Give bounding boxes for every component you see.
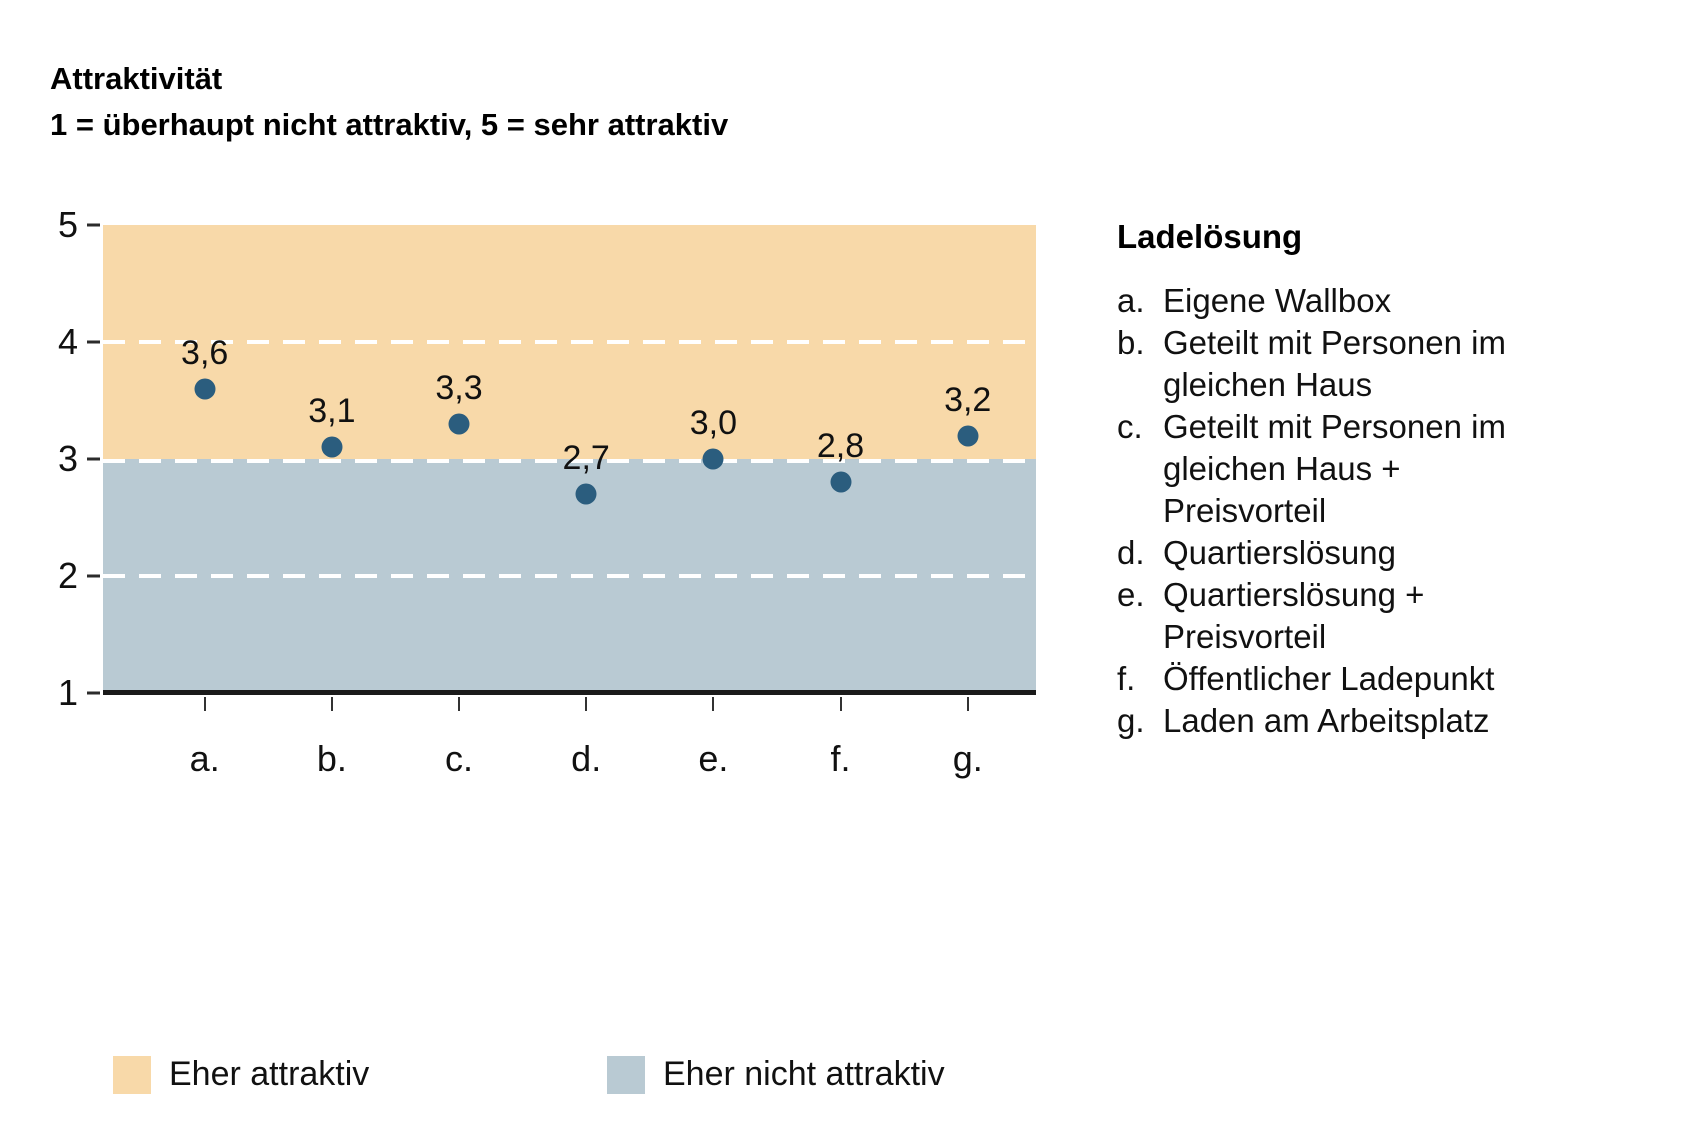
list-item-marker: b. (1117, 324, 1145, 361)
y-tick-mark-4 (87, 340, 100, 344)
list-item-text: Geteilt mit Personen im gleichen Haus (1163, 324, 1506, 403)
x-tick-mark-c (458, 697, 461, 711)
x-tick-mark-b (330, 697, 333, 711)
list-item-a: a. Eigene Wallbox (1117, 280, 1677, 322)
legend-label-1: Eher attraktiv (169, 1055, 370, 1093)
chart-title: Attraktivität (50, 61, 223, 96)
list-item-text: Laden am Arbeitsplatz (1163, 702, 1490, 739)
list-item-marker: g. (1117, 702, 1145, 739)
x-tick-mark-g (966, 697, 969, 711)
list-item-d: d. Quartierslösung (1117, 532, 1677, 574)
y-tick-label-1: 1 (57, 672, 78, 713)
data-point-a (194, 378, 216, 400)
list-item-marker: a. (1117, 282, 1145, 319)
x-tick-label-g: g. (952, 738, 983, 779)
x-tick-mark-e (712, 697, 715, 711)
x-tick-mark-d (585, 697, 588, 711)
data-point-f (830, 471, 852, 493)
side-list-items: a. Eigene Wallbox b. Geteilt mit Personen i… (1117, 280, 1677, 742)
legend-entry-2: Eher nicht attraktiv (607, 1055, 945, 1094)
legend-label-2: Eher nicht attraktiv (663, 1055, 945, 1093)
gridline-3 (103, 459, 1036, 463)
data-point-label-c: 3,3 (435, 368, 483, 407)
x-tick-mark-a (203, 697, 206, 711)
data-point-label-a: 3,6 (181, 333, 229, 372)
list-item-marker: f. (1117, 660, 1136, 697)
list-item-text: Eigene Wallbox (1163, 282, 1392, 319)
x-tick-label-a: a. (189, 738, 220, 779)
chart-subtitle: 1 = überhaupt nicht attraktiv, 5 = sehr … (50, 107, 729, 142)
list-item-marker: d. (1117, 534, 1145, 571)
y-tick-mark-1 (87, 691, 100, 695)
side-list-heading: Ladelösung (1117, 218, 1303, 255)
list-item-text: Geteilt mit Personen im gleichen Haus + … (1163, 408, 1506, 529)
data-point-b (321, 436, 343, 458)
x-tick-label-c: c. (445, 738, 474, 779)
data-point-label-e: 3,0 (689, 404, 737, 442)
y-tick-label-4: 4 (57, 321, 78, 362)
list-item-g: g. Laden am Arbeitsplatz (1117, 700, 1677, 742)
data-point-label-d: 2,7 (562, 439, 610, 478)
data-point-label-b: 3,1 (308, 392, 356, 431)
list-item-marker: c. (1117, 408, 1143, 445)
x-tick-label-d: d. (571, 738, 602, 779)
y-tick-mark-3 (87, 457, 100, 461)
legend-swatch-2 (607, 1055, 645, 1094)
x-tick-label-e: e. (698, 738, 729, 779)
gridline-4 (103, 340, 1036, 344)
legend-swatch-1 (113, 1055, 151, 1094)
plot-area: 3,6 3,1 3,3 2,7 3,0 2,8 3,2 (103, 225, 1036, 695)
list-item-text: Quartierslösung (1163, 534, 1396, 571)
data-point-d (575, 483, 597, 505)
y-tick-label-2: 2 (57, 555, 78, 596)
list-item-text: Quartierslösung + Preisvorteil (1163, 576, 1425, 655)
data-point-label-f: 2,8 (816, 427, 865, 466)
list-item-e: e. Quartierslösung + Preisvorteil (1117, 574, 1677, 658)
x-tick-label-f: f. (830, 738, 851, 779)
side-list: Ladelösung a. Eigene Wallbox b. Geteilt mit… (1117, 218, 1677, 742)
x-axis-line (103, 690, 1036, 695)
list-item-text: Öffentlicher Ladepunkt (1163, 660, 1495, 697)
list-item-marker: e. (1117, 576, 1145, 613)
y-tick-mark-2 (87, 574, 100, 578)
title-block: Attraktivität 1 = überhaupt nicht attrak… (50, 56, 728, 148)
x-tick-label-b: b. (316, 738, 347, 779)
data-point-e (702, 448, 724, 470)
legend-entry-1: Eher attraktiv (113, 1055, 369, 1094)
gridline-2 (103, 574, 1036, 578)
data-point-g (957, 425, 979, 447)
y-tick-label-3: 3 (57, 438, 78, 479)
x-tick-mark-f (839, 697, 842, 711)
y-tick-mark-5 (87, 223, 100, 227)
list-item-b: b. Geteilt mit Personen im gleichen Haus (1117, 322, 1677, 406)
list-item-f: f. Öffentlicher Ladepunkt (1117, 658, 1677, 700)
y-tick-label-5: 5 (57, 204, 78, 245)
data-point-c (448, 413, 470, 435)
list-item-c: c. Geteilt mit Personen im gleichen Haus … (1117, 406, 1677, 532)
data-point-label-g: 3,2 (944, 380, 992, 419)
